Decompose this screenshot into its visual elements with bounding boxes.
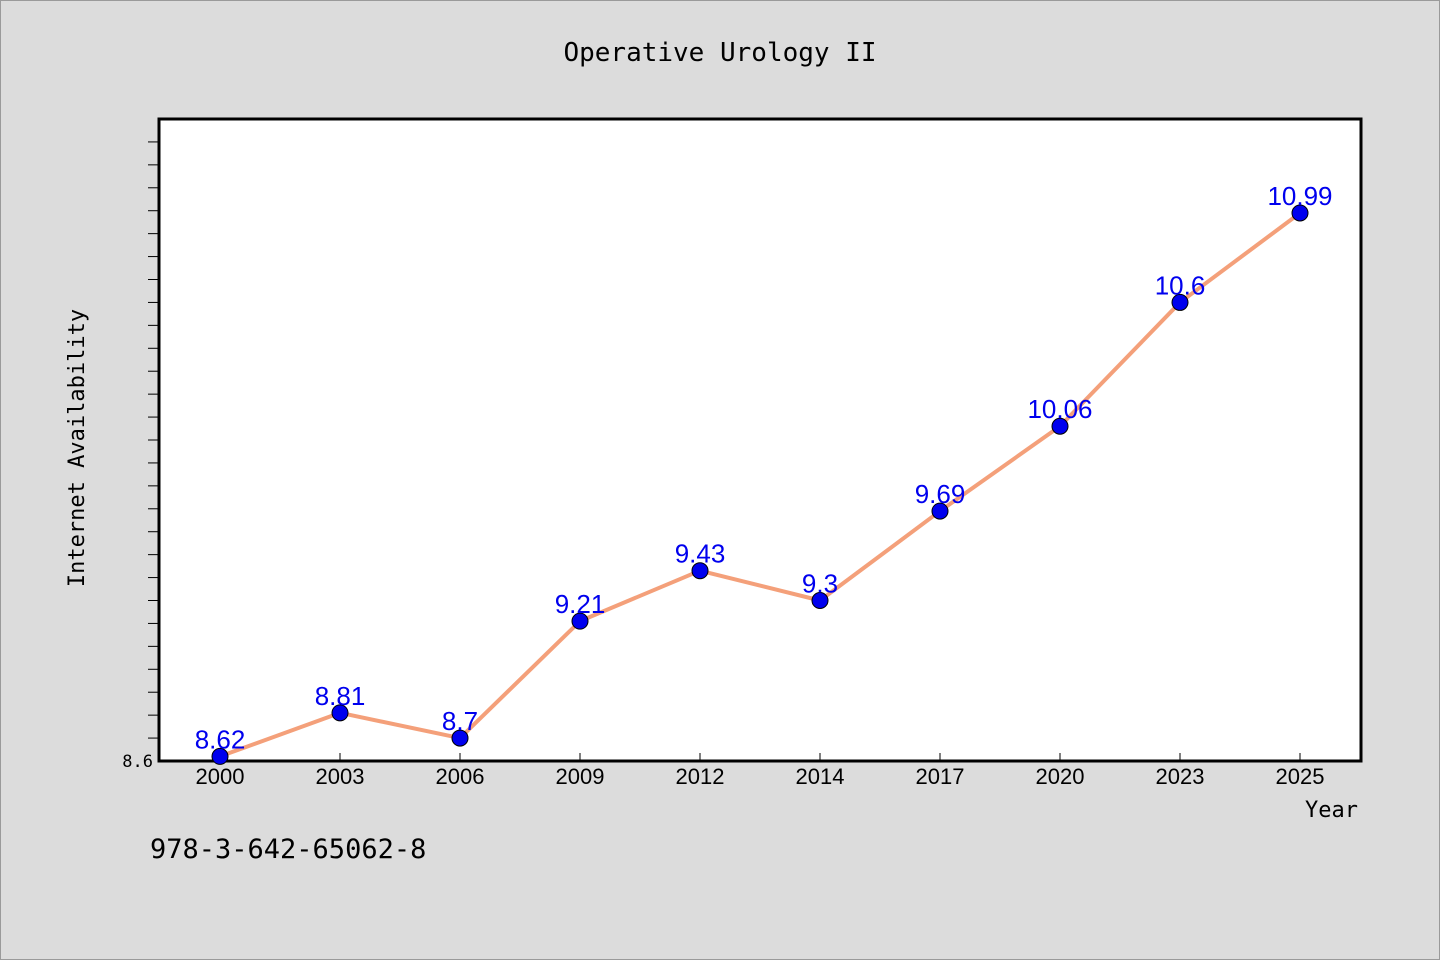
x-tick-label: 2023 [1156, 764, 1205, 789]
x-tick-label: 2000 [196, 764, 245, 789]
x-tick-label: 2003 [316, 764, 365, 789]
chart-title: Operative Urology II [563, 38, 876, 68]
data-point [1171, 293, 1189, 311]
x-tick-label: 2020 [1036, 764, 1085, 789]
data-label: 10.99 [1267, 181, 1332, 211]
data-point [691, 562, 709, 580]
data-label: 10.6 [1155, 270, 1206, 300]
y-tick-label: 8.6 [122, 752, 153, 772]
data-label: 9.3 [802, 569, 838, 599]
data-point [1051, 417, 1069, 435]
data-point [811, 592, 829, 609]
data-label: 8.62 [195, 724, 246, 754]
data-label: 9.21 [555, 589, 606, 619]
data-label: 9.69 [915, 479, 966, 509]
data-point [331, 704, 349, 722]
y-axis-ticks: 8.6 [122, 141, 158, 772]
x-tick-label: 2025 [1276, 764, 1325, 789]
x-tick-label: 2017 [916, 764, 965, 789]
y-axis-label: Internet Availability [65, 309, 90, 587]
x-axis-label: Year [1305, 798, 1358, 823]
series-line [219, 211, 1302, 759]
isbn-text: 978-3-642-65062-8 [150, 834, 427, 865]
data-label: 8.81 [315, 681, 366, 711]
data-label: 10.06 [1027, 394, 1092, 424]
data-point [1291, 204, 1309, 222]
data-label: 9.43 [675, 539, 726, 569]
data-point [211, 747, 229, 765]
x-tick-label: 2012 [676, 764, 725, 789]
data-label: 8.7 [442, 706, 478, 736]
data-point [571, 612, 589, 630]
data-point [931, 502, 949, 520]
x-axis-tick-labels: 2000 2003 2006 2009 2012 2014 2017 2020 2023 2025 [196, 753, 1325, 789]
plot-area [157, 117, 1363, 763]
x-tick-label: 2009 [556, 764, 605, 789]
data-point [451, 729, 469, 747]
series-group: 8.62 8.81 8.7 9.21 9.43 9.3 9.69 10.06 10.6 10.99 [195, 181, 1333, 765]
x-tick-label: 2014 [796, 764, 845, 789]
x-tick-label: 2006 [436, 764, 485, 789]
